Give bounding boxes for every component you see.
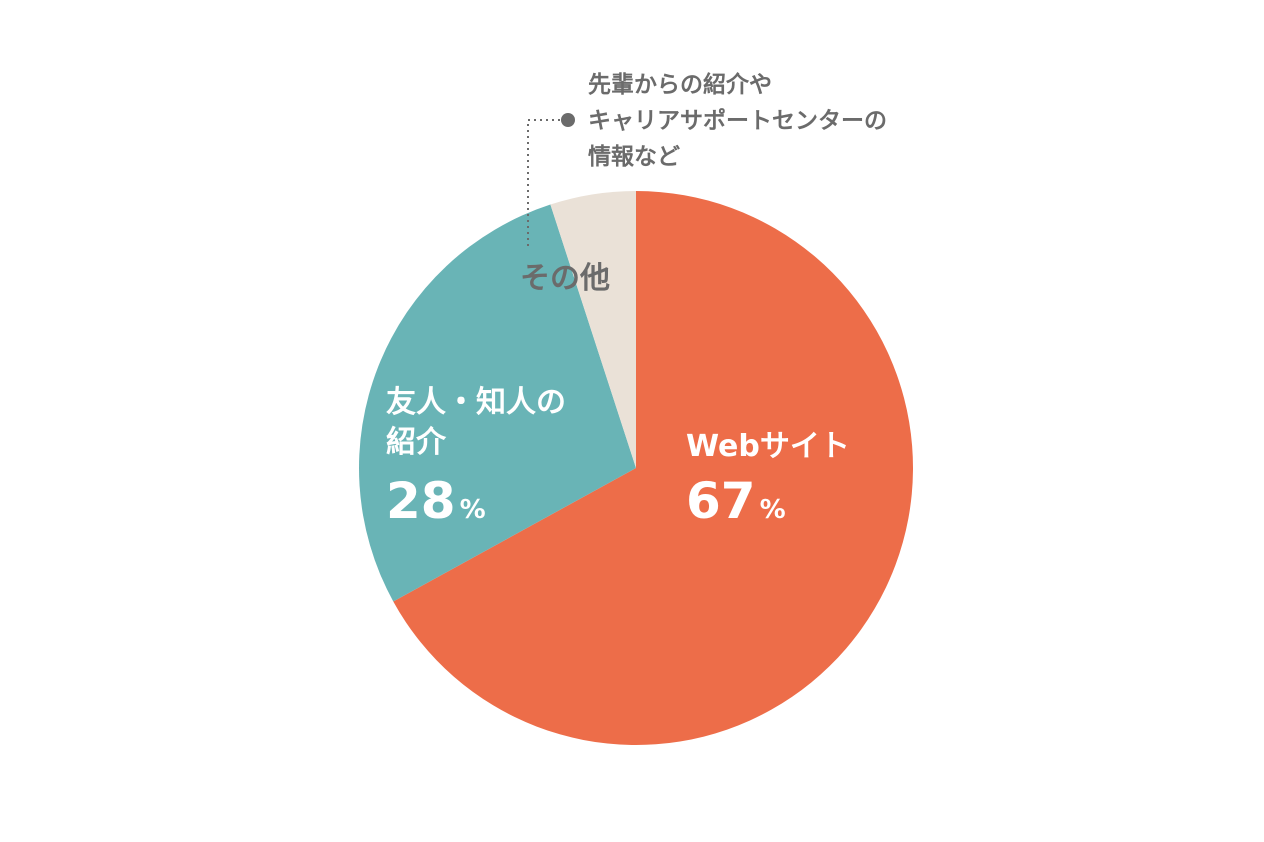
slice-unit-web: % [760,495,786,525]
annotation-line-2: キャリアサポートセンターの [588,107,887,134]
pie-slice-friend [359,204,636,602]
label-friend: 友人・知人の 紹介 28% [386,385,566,530]
slice-label-friend-line2: 紹介 [386,425,447,460]
slice-label-friend-value: 28% [386,472,486,530]
pie-slice-other [550,191,636,468]
slice-value-web: 67 [686,472,756,530]
label-web: Webサイト 67% [686,429,850,530]
annotation-leader-line [527,119,562,246]
slice-label-other: その他 [520,261,610,296]
slice-label-friend-line1: 友人・知人の [386,385,566,420]
pie-slices [359,191,914,745]
annotation-dot [561,113,575,127]
slice-label-web-name: Webサイト [686,429,850,464]
annotation-line-1: 先輩からの紹介や [588,71,772,98]
annotation: 先輩からの紹介や キャリアサポートセンターの 情報など [527,71,887,246]
pie-slice-web [393,191,914,745]
annotation-line-3: 情報など [588,143,680,170]
slice-unit-friend: % [460,495,486,525]
slice-value-friend: 28 [386,472,456,530]
slice-label-web-value: 67% [686,472,786,530]
